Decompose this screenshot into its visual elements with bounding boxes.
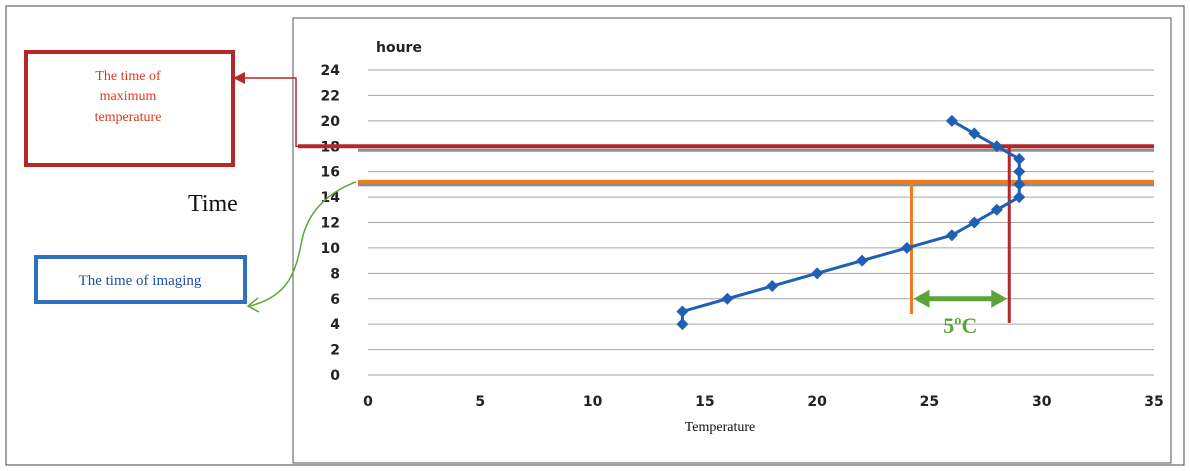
- max-temp-label-line-3: temperature: [95, 110, 162, 125]
- time-label: Time: [188, 191, 238, 217]
- y-tick-22: 22: [321, 88, 340, 104]
- x-tick-15: 15: [695, 394, 714, 410]
- max-temp-connector: [240, 77, 300, 147]
- y-tick-14: 14: [321, 190, 341, 206]
- data-point-11: [1013, 178, 1026, 191]
- data-point-16: [945, 114, 958, 127]
- chart-frame: [292, 17, 1172, 464]
- data-point-14: [990, 140, 1003, 153]
- x-tick-30: 30: [1032, 394, 1052, 410]
- imaging-connector-head: [246, 297, 260, 313]
- data-point-9: [990, 203, 1003, 216]
- x-tick-35: 35: [1144, 394, 1163, 410]
- data-point-15: [968, 127, 981, 140]
- y-tick-2: 2: [330, 343, 340, 359]
- y-tick-0: 0: [330, 368, 340, 384]
- arrow-head-right: [991, 289, 1008, 308]
- figure-frame: [5, 5, 1185, 466]
- x-tick-20: 20: [807, 394, 827, 410]
- data-point-7: [945, 229, 958, 242]
- data-point-5: [856, 254, 869, 267]
- y-tick-labels: 024681012141618202224: [321, 63, 341, 384]
- data-point-0: [676, 318, 689, 331]
- y-axis-label: houre: [376, 40, 422, 56]
- max-temp-label-line-2: maximum: [100, 89, 157, 104]
- y-tick-6: 6: [330, 292, 340, 308]
- x-axis-label: Temperature: [685, 420, 756, 435]
- y-tick-4: 4: [330, 317, 340, 333]
- x-tick-labels: 0 5 10 15 20 25 30 35: [363, 394, 1164, 410]
- imaging-box: [34, 255, 247, 304]
- x-tick-5: 5: [475, 394, 485, 410]
- difference-arrow: [913, 289, 1008, 308]
- y-tick-16: 16: [321, 165, 340, 181]
- series-temperature-curve: [676, 114, 1026, 331]
- y-tick-12: 12: [321, 216, 340, 232]
- arrow-head-left: [913, 289, 930, 308]
- difference-label: 5ºC: [943, 313, 977, 338]
- x-tick-25: 25: [920, 394, 939, 410]
- data-point-6: [900, 241, 913, 254]
- y-tick-10: 10: [321, 241, 341, 257]
- max-temp-connector-head: [233, 72, 245, 84]
- data-point-1: [676, 305, 689, 318]
- y-tick-24: 24: [321, 63, 341, 79]
- max-temp-label-line-1: The time of: [95, 69, 161, 84]
- y-tick-8: 8: [330, 266, 340, 282]
- x-tick-0: 0: [363, 394, 373, 410]
- data-point-8: [968, 216, 981, 229]
- imaging-label: The time of imaging: [79, 273, 202, 289]
- x-tick-10: 10: [583, 394, 603, 410]
- data-point-12: [1013, 165, 1026, 178]
- y-tick-20: 20: [321, 114, 341, 130]
- data-point-3: [766, 280, 779, 293]
- gridlines: [368, 69, 1154, 376]
- data-point-2: [721, 292, 734, 305]
- connectors: [233, 72, 357, 313]
- imaging-connector: [249, 181, 357, 307]
- max-temp-box: [24, 50, 235, 167]
- data-point-10: [1013, 191, 1026, 204]
- data-point-13: [1013, 152, 1026, 165]
- data-point-4: [811, 267, 824, 280]
